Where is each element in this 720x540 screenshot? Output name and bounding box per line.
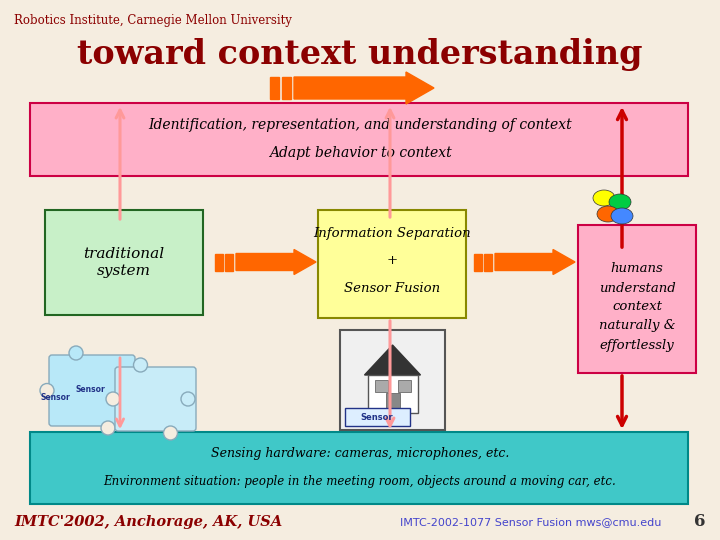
Text: IMTC-2002-1077 Sensor Fusion mws@cmu.edu: IMTC-2002-1077 Sensor Fusion mws@cmu.edu (400, 517, 662, 527)
Ellipse shape (611, 208, 633, 224)
Circle shape (69, 346, 83, 360)
Bar (30, 432, 688, 504)
Text: Sensing hardware: cameras, microphones, etc.: Sensing hardware: cameras, microphones, … (211, 448, 509, 461)
Text: Identification, representation, and understanding of context: Identification, representation, and unde… (148, 118, 572, 132)
Bar (225, 254, 233, 271)
Text: Sensor Fusion: Sensor Fusion (344, 281, 440, 294)
Text: 6: 6 (694, 514, 706, 530)
Bar (45, 210, 203, 315)
Bar (374, 380, 387, 392)
Ellipse shape (609, 194, 631, 210)
Circle shape (40, 383, 54, 397)
Bar (484, 254, 492, 271)
Text: Adapt behavior to context: Adapt behavior to context (269, 146, 451, 160)
Text: Robotics Institute, Carnegie Mellon University: Robotics Institute, Carnegie Mellon Univ… (14, 14, 292, 27)
FancyArrow shape (495, 249, 575, 274)
Text: Sensor: Sensor (40, 394, 70, 402)
Text: Information Separation: Information Separation (313, 227, 471, 240)
Circle shape (181, 392, 195, 406)
Ellipse shape (593, 190, 615, 206)
Text: IMTC'2002, Anchorage, AK, USA: IMTC'2002, Anchorage, AK, USA (14, 515, 282, 529)
Bar (270, 77, 279, 99)
Bar (397, 380, 410, 392)
Text: Sensor: Sensor (361, 413, 393, 422)
Bar (318, 210, 466, 318)
Circle shape (163, 426, 178, 440)
Bar (30, 103, 688, 176)
FancyBboxPatch shape (115, 367, 196, 431)
FancyArrow shape (294, 72, 434, 104)
Bar (215, 254, 223, 271)
Circle shape (133, 358, 148, 372)
Text: traditional
system: traditional system (84, 247, 165, 278)
FancyArrow shape (236, 249, 316, 274)
Circle shape (120, 383, 134, 397)
Text: toward context understanding: toward context understanding (77, 38, 643, 71)
Text: +: + (387, 253, 397, 267)
Ellipse shape (597, 206, 619, 222)
Circle shape (101, 421, 115, 435)
Bar (340, 330, 445, 430)
Text: Environment situation: people in the meeting room, objects around a moving car, : Environment situation: people in the mee… (104, 476, 616, 489)
Bar (282, 77, 291, 99)
FancyBboxPatch shape (49, 355, 135, 426)
Bar (385, 393, 400, 411)
Polygon shape (364, 345, 420, 375)
Text: Sensor: Sensor (75, 386, 105, 395)
Circle shape (106, 392, 120, 406)
Bar (578, 225, 696, 373)
Bar (345, 408, 410, 426)
Text: humans
understand
context
naturally &
effortlessly: humans understand context naturally & ef… (598, 262, 675, 352)
Bar (474, 254, 482, 271)
Bar (367, 375, 418, 413)
